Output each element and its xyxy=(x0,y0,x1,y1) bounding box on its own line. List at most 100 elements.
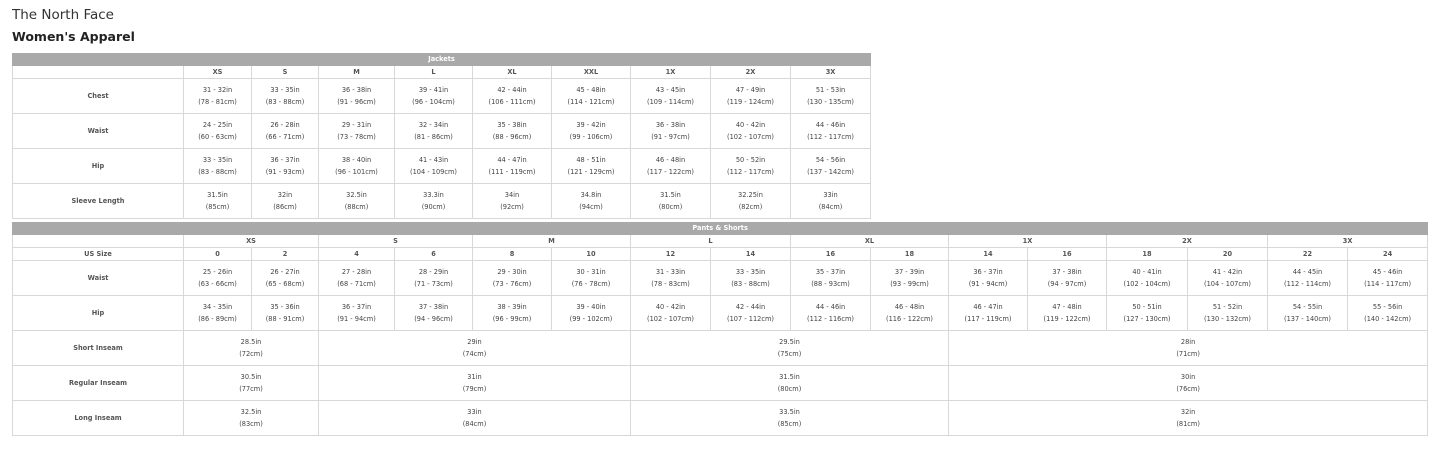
inseam-row: Regular Inseam 30.5in (77cm) 31in (79cm) 31.5… xyxy=(12,365,1429,401)
measurement-cell: 36 - 37in (91 - 94cm) xyxy=(318,295,395,331)
table-row: Hip 34 - 35in (86 - 89cm) 35 - 36in (88 - 91… xyxy=(12,295,1429,331)
value-in: 54 - 56in xyxy=(815,156,846,164)
value-cm: (127 - 130cm) xyxy=(1123,315,1171,323)
value-cm: (65 - 68cm) xyxy=(265,280,305,288)
value-in: 45 - 48in xyxy=(576,86,606,94)
inseam-cell: 33in (84cm) xyxy=(318,400,631,436)
value-cm: (83 - 88cm) xyxy=(198,168,237,176)
measurement-cell: 32.25in (82cm) xyxy=(710,183,791,219)
row-label: Hip xyxy=(12,148,184,184)
size-header: 1X xyxy=(630,65,711,79)
value-in: 54 - 55in xyxy=(1292,303,1323,311)
size-group-header: M xyxy=(472,234,631,248)
value-in: 33.5in xyxy=(779,408,800,416)
table-row: Waist 25 - 26in (63 - 66cm) 26 - 27in (65 - … xyxy=(12,260,1429,296)
value-in: 33in xyxy=(823,191,838,199)
measurement-cell: 34 - 35in (86 - 89cm) xyxy=(183,295,252,331)
measurement-cell: 38 - 39in (96 - 99cm) xyxy=(472,295,552,331)
value-in: 33in xyxy=(467,408,482,416)
value-in: 34.8in xyxy=(580,191,602,199)
measurement-cell: 55 - 56in (140 - 142cm) xyxy=(1346,295,1429,331)
value-in: 31 - 32in xyxy=(202,86,233,94)
value-cm: (102 - 107cm) xyxy=(647,315,694,323)
size-header: L xyxy=(394,65,473,79)
value-in: 51 - 52in xyxy=(1212,303,1243,311)
us-size-header: 2 xyxy=(251,247,319,261)
size-header: 2X xyxy=(710,65,791,79)
value-in: 55 - 56in xyxy=(1372,303,1403,311)
value-in: 37 - 39in xyxy=(894,268,925,276)
size-group-header: 1X xyxy=(948,234,1107,248)
measurement-cell: 37 - 39in (93 - 99cm) xyxy=(870,260,949,296)
value-cm: (84cm) xyxy=(818,203,843,211)
measurement-cell: 33in (84cm) xyxy=(789,183,872,219)
measurement-cell: 31 - 33in (78 - 83cm) xyxy=(630,260,711,296)
row-label: Waist xyxy=(12,113,184,149)
value-cm: (99 - 102cm) xyxy=(569,315,613,323)
value-cm: (86 - 89cm) xyxy=(198,315,237,323)
value-in: 44 - 45in xyxy=(1292,268,1323,276)
measurement-cell: 50 - 51in (127 - 130cm) xyxy=(1106,295,1188,331)
value-cm: (92cm) xyxy=(500,203,524,211)
inseam-cell: 32.5in (83cm) xyxy=(183,400,319,436)
measurement-cell: 43 - 45in (109 - 114cm) xyxy=(630,78,711,114)
value-cm: (86cm) xyxy=(273,203,297,211)
empty-cell xyxy=(12,65,184,79)
value-cm: (85cm) xyxy=(777,420,802,428)
row-label: Sleeve Length xyxy=(12,183,184,219)
inseam-cell: 32in (81cm) xyxy=(947,400,1429,436)
value-cm: (72cm) xyxy=(239,350,263,358)
measurement-cell: 36 - 37in (91 - 94cm) xyxy=(948,260,1028,296)
size-row: XS S M L XL XXL 1X 2X 3X xyxy=(12,65,872,79)
value-in: 32.25in xyxy=(738,191,763,199)
value-in: 32.5in xyxy=(346,191,367,199)
value-cm: (94 - 97cm) xyxy=(1047,280,1087,288)
value-in: 40 - 41in xyxy=(1132,268,1162,276)
value-cm: (90cm) xyxy=(421,203,446,211)
value-cm: (76cm) xyxy=(1176,385,1200,393)
value-cm: (106 - 111cm) xyxy=(488,98,536,106)
inseam-row: Long Inseam 32.5in (83cm) 33in (84cm) 33.5in (… xyxy=(12,400,1429,436)
value-in: 32 - 34in xyxy=(418,121,449,129)
us-size-header: 10 xyxy=(551,247,631,261)
measurement-cell: 44 - 47in (111 - 119cm) xyxy=(472,148,552,184)
size-group-header: XL xyxy=(790,234,949,248)
measurement-cell: 41 - 42in (104 - 107cm) xyxy=(1187,260,1268,296)
value-cm: (109 - 114cm) xyxy=(647,98,694,106)
value-in: 36 - 38in xyxy=(341,86,372,94)
inseam-cell: 30in (76cm) xyxy=(947,365,1429,401)
measurement-cell: 29 - 31in (73 - 78cm) xyxy=(318,113,395,149)
value-cm: (111 - 119cm) xyxy=(488,168,536,176)
us-size-header: 24 xyxy=(1346,247,1429,261)
value-cm: (74cm) xyxy=(462,350,487,358)
value-in: 33 - 35in xyxy=(735,268,766,276)
value-in: 41 - 43in xyxy=(418,156,449,164)
value-cm: (91 - 96cm) xyxy=(337,98,376,106)
value-in: 38 - 40in xyxy=(341,156,372,164)
value-cm: (78 - 81cm) xyxy=(198,98,237,106)
measurement-cell: 40 - 41in (102 - 104cm) xyxy=(1106,260,1188,296)
jackets-header-band: Jackets xyxy=(11,53,872,66)
value-cm: (75cm) xyxy=(777,350,802,358)
value-in: 36 - 37in xyxy=(973,268,1003,276)
value-cm: (112 - 117cm) xyxy=(807,133,854,141)
measurement-cell: 47 - 48in (119 - 122cm) xyxy=(1027,295,1107,331)
empty-cell xyxy=(12,234,184,248)
measurement-cell: 34in (92cm) xyxy=(472,183,552,219)
value-cm: (88 - 91cm) xyxy=(265,315,305,323)
measurement-cell: 33 - 35in (83 - 88cm) xyxy=(710,260,791,296)
measurement-cell: 38 - 40in (96 - 101cm) xyxy=(318,148,395,184)
value-cm: (96 - 99cm) xyxy=(492,315,532,323)
value-cm: (83cm) xyxy=(239,420,263,428)
measurement-cell: 31 - 32in (78 - 81cm) xyxy=(183,78,252,114)
value-in: 47 - 48in xyxy=(1052,303,1082,311)
measurement-cell: 46 - 48in (116 - 122cm) xyxy=(870,295,949,331)
value-cm: (137 - 140cm) xyxy=(1284,315,1331,323)
value-in: 44 - 46in xyxy=(815,121,846,129)
value-in: 31.5in xyxy=(779,373,800,381)
value-cm: (81 - 86cm) xyxy=(414,133,453,141)
size-header: 3X xyxy=(789,65,872,79)
us-size-header: 20 xyxy=(1187,247,1268,261)
value-in: 32.5in xyxy=(240,408,262,416)
value-cm: (94 - 96cm) xyxy=(414,315,453,323)
